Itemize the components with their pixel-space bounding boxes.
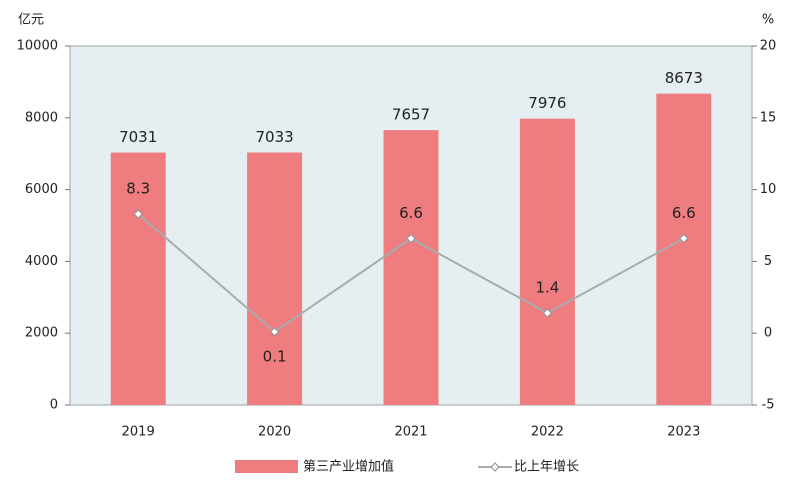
bar-value-label: 7031 [119, 128, 157, 146]
y2-tick-label: 20 [760, 39, 777, 54]
line-marker [679, 233, 689, 244]
legend-label: 比上年增长 [514, 460, 579, 475]
line-value-label: 8.3 [126, 180, 150, 198]
line-marker [269, 327, 280, 337]
y2-tick-label: 10 [760, 182, 777, 197]
bar [519, 118, 575, 406]
y-tick-label: 8000 [25, 110, 58, 125]
line-value-label: 6.6 [399, 204, 423, 222]
y-tick-label: 4000 [25, 254, 58, 269]
x-tick-label: 2021 [394, 425, 427, 440]
line-marker [133, 209, 143, 219]
line-value-label: 0.1 [263, 347, 287, 365]
y-axis-label: 亿元 [18, 13, 44, 28]
bar-value-label: 8673 [665, 69, 703, 87]
x-tick-label: 2023 [667, 425, 700, 440]
y2-tick-label: -5 [762, 398, 775, 413]
legend-swatch [235, 460, 298, 473]
y-tick-label: 0 [50, 398, 58, 413]
bar-value-label: 7976 [528, 94, 566, 112]
bar [110, 152, 166, 405]
line-marker [542, 308, 553, 318]
bar [247, 152, 303, 405]
y2-tick-label: 0 [764, 326, 772, 341]
bar-value-label: 7033 [256, 128, 294, 146]
y-tick-label: 2000 [25, 326, 58, 341]
line-value-label: 6.6 [672, 204, 696, 222]
legend-label: 第三产业增加值 [303, 459, 394, 475]
y2-tick-label: 15 [760, 110, 777, 125]
y-tick-label: 6000 [25, 182, 58, 197]
bar [383, 130, 439, 405]
y-tick-label: 10000 [17, 39, 58, 54]
legend-swatch [490, 462, 500, 472]
bar-value-label: 7657 [392, 106, 430, 124]
x-tick-label: 2020 [258, 425, 291, 440]
x-tick-label: 2022 [531, 425, 564, 440]
y2-tick-label: 5 [764, 254, 772, 269]
x-tick-label: 2019 [122, 425, 155, 440]
line-marker [406, 233, 416, 244]
y2-axis-label: % [762, 13, 774, 28]
line-value-label: 1.4 [535, 279, 559, 297]
